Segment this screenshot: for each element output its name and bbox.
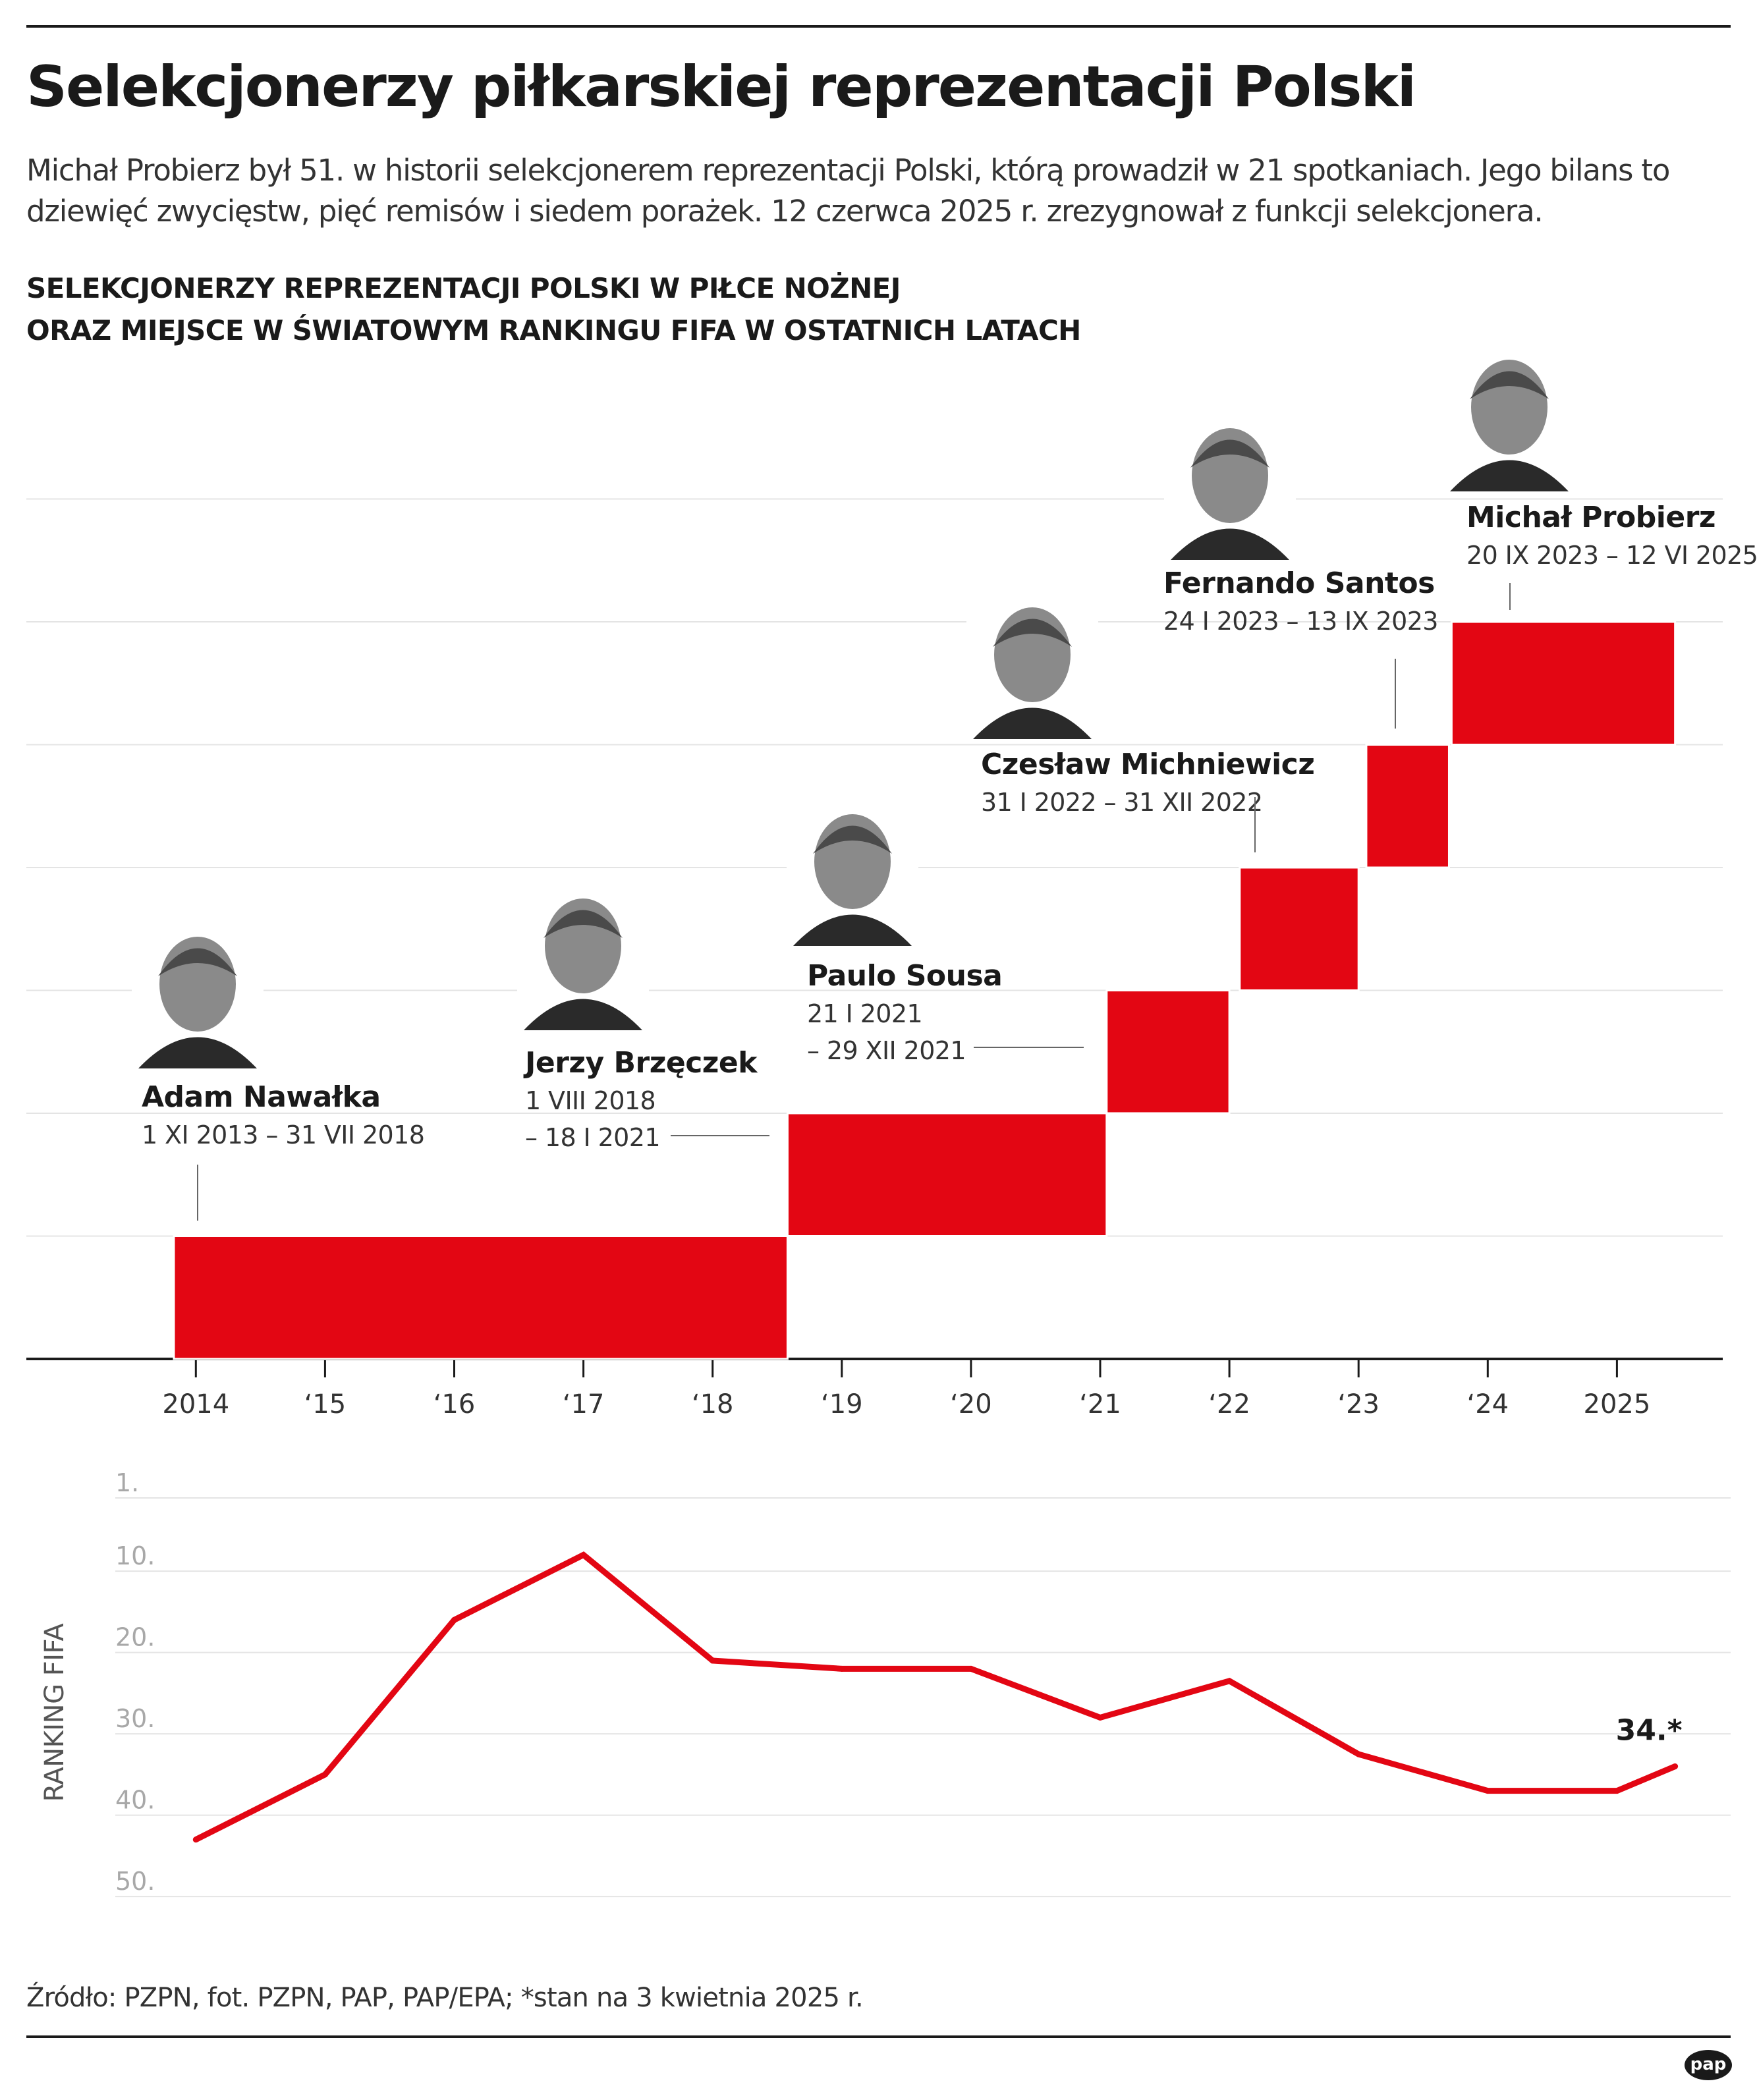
x-tick-label: ‘15 — [304, 1389, 347, 1420]
ranking-point — [451, 1616, 457, 1623]
x-tick-label: ‘24 — [1466, 1389, 1509, 1420]
coach-dates: 24 I 2023 – 13 IX 2023 — [1163, 607, 1438, 636]
ranking-point — [1484, 1788, 1491, 1794]
y-tick-label: 10. — [115, 1541, 155, 1570]
ranking-point — [192, 1837, 199, 1843]
final-ranking-label: 34.* — [1616, 1714, 1683, 1748]
bottom-rule — [26, 2035, 1731, 2038]
y-tick-label: 30. — [115, 1704, 155, 1733]
coach-name: Paulo Sousa — [807, 959, 1002, 993]
x-tick-label: ‘19 — [821, 1389, 863, 1420]
ranking-point — [1613, 1788, 1620, 1794]
y-axis-label: RANKING FIFA — [40, 1623, 70, 1802]
portrait-hair — [1190, 439, 1269, 468]
coach-tenure-bar — [1365, 744, 1450, 869]
fifa-ranking-chart: 1. 10. 20. 30. 40. 50. RANKING FIFA 34.* — [40, 1468, 1731, 1898]
ranking-point — [1097, 1714, 1103, 1721]
ranking-point — [839, 1665, 845, 1672]
coach-dates: – 29 XII 2021 — [807, 1036, 966, 1065]
y-tick-label: 50. — [115, 1867, 155, 1896]
x-tick-label: 2014 — [162, 1389, 229, 1420]
coach-dates: 20 IX 2023 – 12 VI 2025 — [1466, 541, 1757, 570]
ranking-point — [968, 1665, 974, 1672]
ranking-point — [321, 1771, 328, 1778]
portrait-shoulders — [973, 707, 1092, 739]
portrait-hair — [993, 619, 1072, 647]
coach-tenure-bar — [1105, 989, 1231, 1115]
ranking-point — [1355, 1751, 1362, 1757]
coach-name: Adam Nawałka — [142, 1080, 381, 1114]
coach-portrait — [787, 801, 918, 946]
x-tick-label: ‘17 — [563, 1389, 605, 1420]
x-tick-label: ‘18 — [692, 1389, 734, 1420]
coach-dates: – 18 I 2021 — [525, 1123, 660, 1152]
y-tick-label: 1. — [115, 1468, 139, 1497]
source-note: Źródło: PZPN, fot. PZPN, PAP, PAP/EPA; *… — [26, 1983, 864, 2013]
coach-tenure-bar — [1450, 621, 1677, 746]
portrait-shoulders — [1450, 460, 1569, 491]
coach-dates: 21 I 2021 — [807, 999, 922, 1028]
coach-tenure-bar — [1239, 866, 1360, 991]
pap-logo: pap — [1685, 2050, 1732, 2080]
ranking-point — [580, 1551, 587, 1558]
coach-portrait — [1443, 346, 1575, 491]
chart-subtitle-line-2: ORAZ MIEJSCE W ŚWIATOWYM RANKINGU FIFA W… — [26, 314, 1081, 346]
page-title: Selekcjonerzy piłkarskiej reprezentacji … — [26, 54, 1416, 120]
coach-tenure-bar — [786, 1112, 1108, 1237]
coach-dates: 1 XI 2013 – 31 VII 2018 — [142, 1120, 424, 1149]
coach-portrait — [1164, 415, 1296, 560]
x-tick-label: ‘23 — [1337, 1389, 1380, 1420]
ranking-point — [1226, 1678, 1233, 1684]
y-tick-label: 20. — [115, 1623, 155, 1652]
x-tick-label: ‘22 — [1208, 1389, 1250, 1420]
portrait-hair — [158, 948, 237, 976]
coach-portrait — [517, 885, 649, 1030]
coach-name: Jerzy Brzęczek — [523, 1046, 758, 1080]
y-tick-label: 40. — [115, 1786, 155, 1815]
coach-dates: 1 VIII 2018 — [525, 1086, 655, 1115]
portrait-shoulders — [138, 1037, 257, 1068]
portrait-shoulders — [793, 914, 912, 946]
x-tick-label: 2025 — [1584, 1389, 1651, 1420]
coach-name: Michał Probierz — [1466, 501, 1715, 534]
chart-subtitle-line-1: SELEKCJONERZY REPREZENTACJI POLSKI W PIŁ… — [26, 272, 901, 304]
coach-dates: 31 I 2022 – 31 XII 2022 — [981, 788, 1262, 817]
coach-timeline-chart: 2014 ‘15 ‘16 ‘17 ‘18 ‘19 ‘20 ‘21 ‘22 ‘23 ‘24 2025 Ad… — [26, 346, 1757, 1420]
x-tick-label: ‘16 — [433, 1389, 476, 1420]
top-rule — [26, 25, 1731, 28]
portrait-hair — [544, 910, 623, 938]
coach-name: Fernando Santos — [1163, 566, 1435, 600]
ranking-line — [194, 1551, 1677, 1842]
portrait-hair — [1470, 371, 1549, 399]
x-tick-label: ‘21 — [1079, 1389, 1121, 1420]
ranking-point — [710, 1657, 716, 1664]
intro-text: Michał Probierz był 51. w historii selek… — [26, 153, 1670, 229]
portrait-hair — [813, 825, 892, 854]
coach-portrait — [966, 594, 1098, 739]
portrait-shoulders — [1171, 528, 1289, 560]
portrait-shoulders — [524, 999, 642, 1030]
ranking-point — [1672, 1763, 1679, 1770]
coach-portrait — [132, 924, 264, 1068]
coach-name: Czesław Michniewicz — [981, 748, 1314, 781]
coach-tenure-bar — [173, 1235, 789, 1360]
x-tick-label: ‘20 — [950, 1389, 992, 1420]
